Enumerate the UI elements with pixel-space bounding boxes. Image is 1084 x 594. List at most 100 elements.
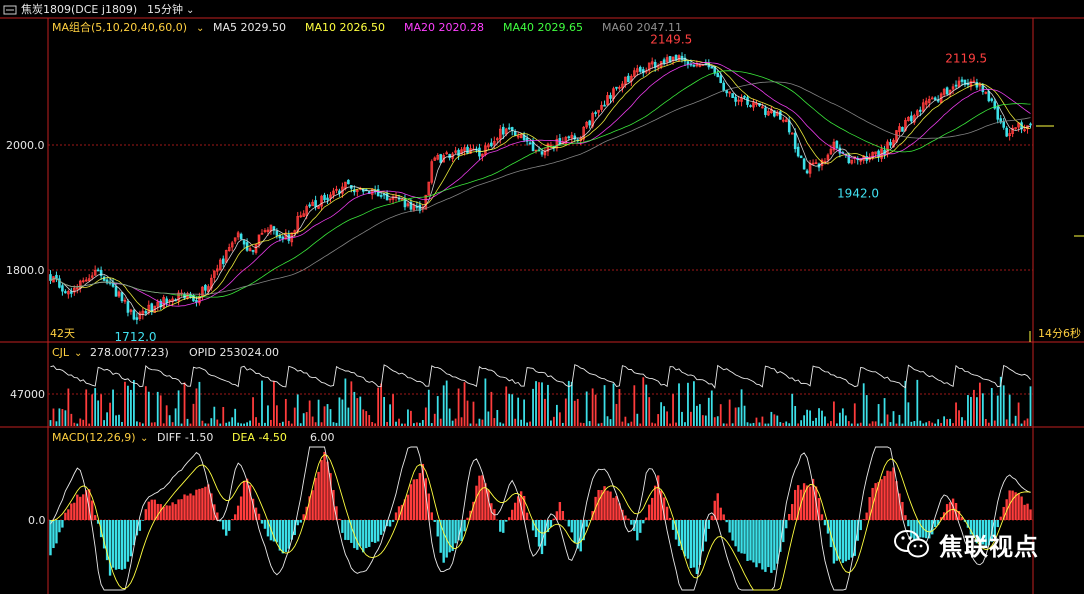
volume-bar <box>594 394 597 426</box>
candle-body <box>513 131 517 136</box>
macd-histogram-bar <box>415 479 419 520</box>
volume-bar <box>278 422 281 426</box>
candle-body <box>138 312 142 320</box>
candle-body <box>1014 127 1017 130</box>
volume-bar <box>1011 423 1014 426</box>
volume-bar <box>338 397 341 426</box>
volume-bar <box>275 405 278 426</box>
candle-body <box>311 201 314 207</box>
volume-bar <box>177 390 180 426</box>
volume-bar <box>564 398 567 426</box>
macd-histogram-bar <box>653 485 657 520</box>
macd-histogram-bar <box>1002 506 1005 520</box>
volume-bar <box>49 420 52 426</box>
macd-histogram-bar <box>627 518 630 520</box>
macd-histogram-bar <box>341 520 344 533</box>
volume-bar <box>561 422 564 426</box>
volume-bar <box>809 410 811 426</box>
volume-bar <box>499 422 502 426</box>
macd-histogram-bar <box>525 512 529 520</box>
candle-body <box>236 232 240 238</box>
volume-bar <box>734 407 737 426</box>
candle-body <box>129 309 133 312</box>
volume-bar <box>439 418 442 426</box>
candle-body <box>457 149 460 156</box>
volume-bar <box>636 413 639 426</box>
volume-bar <box>410 410 412 426</box>
volume-bar <box>603 385 606 426</box>
volume-bar <box>511 394 514 426</box>
volume-bar <box>719 404 722 426</box>
period-selector[interactable]: 15分钟 <box>147 2 183 16</box>
volume-bar <box>633 385 636 426</box>
ma-combo-label[interactable]: MA组合(5,10,20,40,60,0) <box>52 20 187 34</box>
moving-average-lines <box>50 58 1031 316</box>
candle-body <box>305 206 308 216</box>
volume-bar <box>746 422 749 426</box>
volume-bar <box>1002 385 1005 426</box>
candle-body <box>284 233 288 240</box>
macd-histogram-bar <box>76 494 79 520</box>
volume-chevron-icon[interactable]: ⌄ <box>74 348 82 359</box>
window-icon[interactable] <box>3 5 17 15</box>
macd-histogram-bar <box>791 504 794 520</box>
macd-histogram-bar <box>761 520 764 570</box>
volume-bar <box>928 420 931 426</box>
period-chevron-down-icon[interactable]: ⌄ <box>186 5 194 16</box>
volume-bar <box>94 388 97 426</box>
ma-combo-chevron-icon[interactable]: ⌄ <box>196 23 204 34</box>
candle-body <box>907 117 910 121</box>
macd-histogram-bar <box>933 520 937 528</box>
candle-body <box>954 84 958 87</box>
volume-bar <box>249 420 251 426</box>
candle-body <box>442 155 445 163</box>
macd-histogram-bar <box>901 501 904 520</box>
candle-body <box>582 126 585 140</box>
volume-bar <box>317 399 320 426</box>
macd-histogram-bar <box>913 520 916 543</box>
volume-bar <box>833 401 835 426</box>
macd-histogram-bar <box>412 479 416 520</box>
volume-bar <box>284 398 287 426</box>
macd-label[interactable]: MACD(12,26,9) <box>52 431 136 444</box>
macd-histogram-bar <box>522 495 526 520</box>
volume-bar <box>648 397 651 426</box>
symbol-title[interactable]: 焦炭1809(DCE j1809) <box>21 3 137 16</box>
candle-body <box>299 215 303 218</box>
volume-label[interactable]: CJL <box>52 346 70 359</box>
volume-bar <box>353 391 356 426</box>
candle-body <box>266 229 270 233</box>
macd-histogram-bar <box>382 520 386 532</box>
volume-legend: CJL ⌄ 278.00(77:23) OPID 253024.00 <box>52 346 279 359</box>
candle-body <box>257 234 261 246</box>
candle-body <box>728 91 731 94</box>
volume-bar <box>666 411 668 426</box>
candle-body <box>832 141 836 151</box>
macd-histogram-bar <box>960 516 964 520</box>
candle-body <box>787 120 791 133</box>
volume-bar <box>430 423 433 426</box>
macd-histogram-bar <box>248 485 252 520</box>
macd-histogram-bar <box>600 490 603 520</box>
macd-histogram-bar <box>895 481 898 520</box>
volume-bar <box>815 417 817 426</box>
candle-body <box>144 311 148 314</box>
macd-histogram-bar <box>898 493 901 520</box>
macd-histogram-bar <box>406 494 410 520</box>
candle-body <box>168 299 171 302</box>
volume-bar <box>675 422 677 426</box>
volume-bar <box>374 423 377 426</box>
volume-bar <box>138 422 141 426</box>
volume-bar <box>112 389 114 426</box>
candle-body <box>755 103 758 105</box>
macd-histogram-bar <box>174 504 177 520</box>
candle-body <box>436 155 440 160</box>
macd-histogram-bar <box>1026 503 1029 520</box>
volume-bar <box>961 417 963 426</box>
candle-body <box>302 213 305 217</box>
volume-bar <box>415 422 418 426</box>
volume-bar <box>859 422 862 426</box>
macd-chevron-icon[interactable]: ⌄ <box>140 433 148 444</box>
macd-histogram-bar <box>877 481 880 520</box>
candle-body <box>248 248 252 252</box>
